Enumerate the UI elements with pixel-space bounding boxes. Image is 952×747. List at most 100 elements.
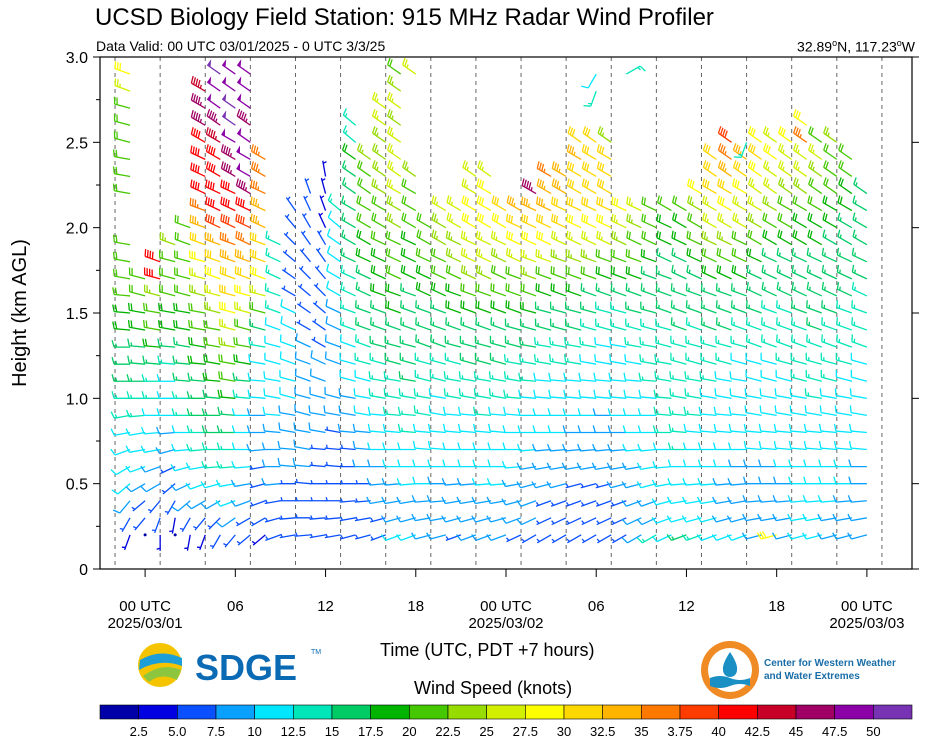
barb-staff (429, 394, 446, 399)
barb-full (598, 197, 601, 206)
barb-full (658, 231, 662, 240)
barb-full (433, 196, 437, 205)
wind-barb (717, 178, 732, 195)
barb-half (325, 461, 328, 466)
barb-full (577, 443, 581, 452)
barb-staff (372, 166, 387, 177)
barb-full (625, 249, 628, 257)
wind-barb (505, 266, 522, 280)
barb-full (208, 128, 212, 136)
barb-staff (851, 376, 868, 382)
wind-barb (246, 443, 266, 452)
barb-full (581, 144, 585, 152)
wind-barb (206, 59, 221, 75)
wind-barb (415, 300, 432, 314)
wind-barb (215, 479, 236, 488)
barb-staff (611, 289, 627, 297)
barb-full (248, 354, 251, 362)
wind-barb (698, 423, 717, 434)
barb-staff (327, 252, 341, 263)
barb-full (217, 389, 221, 398)
barb-staff (400, 289, 417, 297)
barb-staff (520, 465, 537, 471)
barb-half (839, 217, 842, 222)
barb-full (703, 265, 707, 274)
barb-full (611, 196, 614, 204)
barb-staff (250, 255, 266, 263)
wind-barb (822, 212, 838, 229)
barb-full (594, 337, 597, 345)
barb-staff (640, 360, 657, 365)
barb-full (742, 495, 747, 503)
wind-barb (637, 425, 657, 434)
barb-staff (460, 306, 477, 314)
barb-full (456, 515, 462, 523)
barb-full (190, 303, 193, 311)
wind-barb (459, 352, 477, 365)
barb-full (187, 355, 190, 363)
barb-half (160, 359, 163, 364)
wind-barb (666, 496, 687, 505)
wind-barb (471, 478, 492, 486)
barb-half (340, 516, 344, 521)
barb-full (212, 216, 215, 225)
barb-half (630, 202, 633, 207)
barb-staff (790, 517, 807, 522)
barb-full (592, 425, 596, 433)
barb-full (538, 231, 541, 240)
barb-half (175, 411, 178, 416)
barb-full (683, 423, 687, 432)
wind-barb (235, 213, 251, 229)
wind-barb (220, 161, 236, 178)
water-drop-icon (722, 652, 738, 677)
barb-staff (234, 465, 251, 469)
barb-full (473, 423, 476, 432)
barb-full (110, 469, 117, 476)
wind-barb (817, 513, 837, 522)
barb-staff (565, 343, 582, 348)
barb-full (833, 423, 837, 432)
barb-full (722, 163, 726, 171)
barb-full (674, 213, 678, 222)
barb-staff (191, 82, 206, 92)
barb-staff (490, 534, 507, 541)
barb-staff (490, 323, 507, 331)
barb-full (628, 214, 631, 223)
wind-barb (626, 230, 642, 246)
wind-barb (112, 166, 131, 178)
barb-full (682, 459, 687, 467)
barb-half (325, 515, 328, 520)
wind-barb (490, 300, 507, 314)
barb-full (747, 195, 751, 203)
barb-staff (249, 360, 266, 365)
colorbar-label: 20 (402, 724, 416, 739)
barb-full (821, 247, 825, 256)
barb-full (356, 195, 360, 203)
barb-half (245, 118, 248, 123)
barb-staff (371, 184, 387, 195)
barb-full (209, 215, 213, 224)
barb-full (719, 161, 724, 169)
barb-half (673, 269, 676, 274)
barb-full (250, 161, 254, 169)
barb-half (450, 253, 453, 258)
barb-full (207, 197, 210, 206)
barb-full (224, 198, 228, 207)
barb-full (521, 178, 525, 186)
wind-barb (518, 354, 537, 365)
wind-barb (381, 478, 401, 486)
barb-full (462, 301, 465, 309)
barb-staff (656, 272, 672, 280)
barb-full (397, 459, 401, 467)
wind-barb (640, 301, 657, 314)
colorbar-swatch (834, 704, 874, 720)
wind-barb (821, 247, 838, 263)
barb-full (851, 317, 854, 325)
barb-flag (237, 127, 242, 136)
barb-half (205, 411, 208, 416)
wind-barb (651, 479, 672, 488)
barb-full (748, 248, 752, 257)
wind-barb (787, 513, 807, 522)
barb-full (655, 266, 658, 274)
wind-barb (111, 357, 131, 365)
